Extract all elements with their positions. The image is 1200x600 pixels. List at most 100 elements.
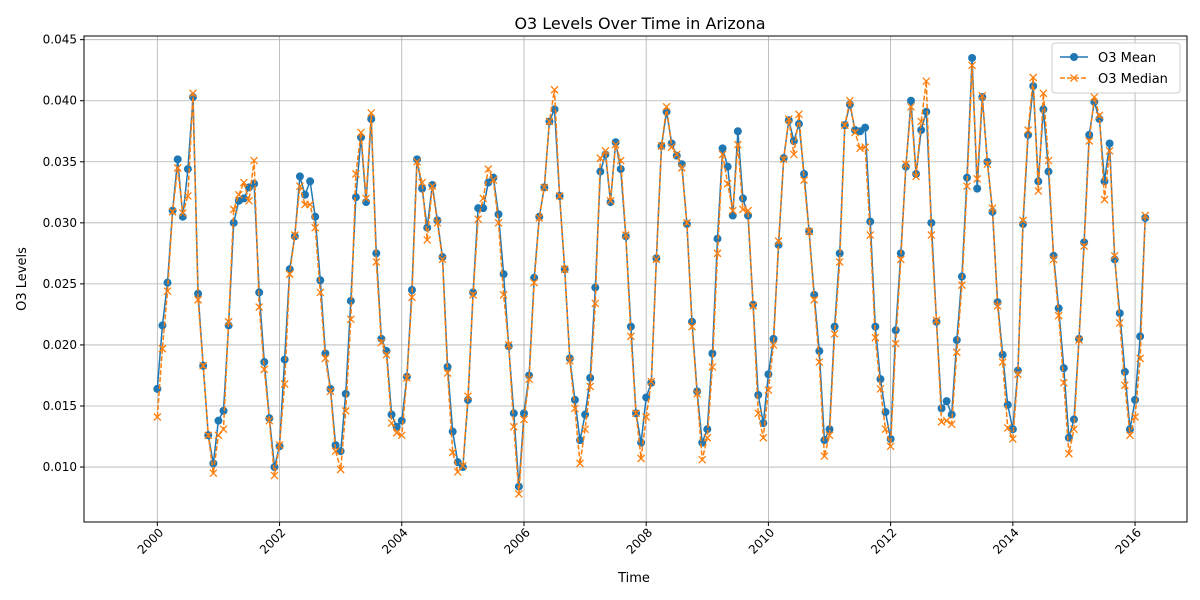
data-point <box>474 215 483 224</box>
data-point <box>652 255 661 264</box>
data-point <box>209 469 218 478</box>
data-point <box>199 361 208 370</box>
data-point <box>168 207 177 216</box>
data-point <box>418 178 427 187</box>
data-point <box>250 156 259 165</box>
data-point <box>830 329 839 338</box>
legend-marker <box>1070 74 1078 82</box>
data-point <box>876 384 885 393</box>
data-point <box>306 200 315 209</box>
data-point <box>738 194 747 203</box>
data-point <box>504 340 513 349</box>
data-point <box>413 157 421 166</box>
data-point <box>693 389 702 398</box>
data-point <box>433 218 442 227</box>
series-o3-median <box>153 61 1150 498</box>
data-point <box>494 218 503 227</box>
data-point <box>443 369 452 377</box>
data-point <box>1120 367 1129 376</box>
data-point <box>657 141 666 150</box>
data-point <box>448 427 457 436</box>
data-point <box>372 249 381 258</box>
data-point <box>458 461 467 470</box>
data-point <box>311 223 320 232</box>
data-point <box>840 121 849 130</box>
data-point <box>596 154 605 163</box>
data-point <box>489 176 498 185</box>
data-point <box>632 409 640 418</box>
data-point <box>825 425 834 434</box>
data-point <box>789 150 798 159</box>
data-point <box>861 143 870 152</box>
data-point <box>764 370 773 379</box>
data-point <box>560 265 569 274</box>
data-point <box>428 182 437 191</box>
data-point <box>295 182 304 191</box>
legend-item: O3 Median <box>1060 72 1168 87</box>
data-point <box>362 194 371 203</box>
data-point <box>1054 311 1063 320</box>
data-point <box>825 431 834 440</box>
data-point <box>275 441 284 450</box>
data-point <box>163 287 172 296</box>
data-point <box>397 416 406 425</box>
data-point <box>968 61 977 70</box>
data-point <box>402 372 411 381</box>
data-point <box>1095 111 1104 120</box>
data-point <box>682 218 691 227</box>
data-point <box>611 138 620 147</box>
data-point <box>316 276 325 285</box>
data-point <box>886 442 895 451</box>
y-tick-label: 0.010 <box>43 460 77 474</box>
data-point <box>219 425 228 434</box>
data-point <box>576 459 584 468</box>
data-point <box>357 128 365 137</box>
data-point <box>270 471 279 480</box>
data-point <box>723 179 732 188</box>
data-point <box>245 196 253 205</box>
data-point <box>810 295 819 304</box>
data-point <box>1034 187 1043 196</box>
data-point <box>239 178 248 187</box>
data-point <box>280 355 289 364</box>
data-point <box>275 442 284 451</box>
legend-box <box>1051 42 1181 94</box>
data-point <box>698 455 707 464</box>
data-point <box>1049 255 1058 264</box>
data-point <box>1059 364 1068 373</box>
data-point <box>871 333 880 342</box>
data-point <box>438 255 447 264</box>
data-point <box>647 377 656 386</box>
data-point <box>1110 251 1119 260</box>
data-point <box>535 213 544 222</box>
data-point <box>586 382 595 391</box>
data-point <box>932 316 941 325</box>
data-point <box>519 409 528 418</box>
data-point <box>183 165 192 174</box>
y-tick-label: 0.030 <box>43 216 77 230</box>
data-point <box>346 315 355 324</box>
data-point <box>280 380 289 388</box>
data-point <box>957 281 966 290</box>
data-point <box>616 156 625 165</box>
data-point <box>397 431 406 440</box>
data-point <box>260 365 269 374</box>
data-point <box>993 301 1002 310</box>
data-point <box>234 190 243 199</box>
data-point <box>606 198 615 207</box>
data-point <box>591 299 600 308</box>
data-point <box>866 231 875 239</box>
data-point <box>703 425 712 434</box>
legend-label: O3 Median <box>1098 72 1168 87</box>
data-point <box>407 293 416 302</box>
data-point <box>820 452 829 461</box>
data-point <box>469 290 478 299</box>
data-point <box>1044 156 1053 165</box>
data-point <box>835 257 844 266</box>
data-point <box>754 409 763 418</box>
data-point <box>835 249 844 258</box>
data-point <box>1054 304 1063 313</box>
data-point <box>438 253 447 262</box>
data-point <box>591 283 600 292</box>
data-point <box>733 127 742 136</box>
